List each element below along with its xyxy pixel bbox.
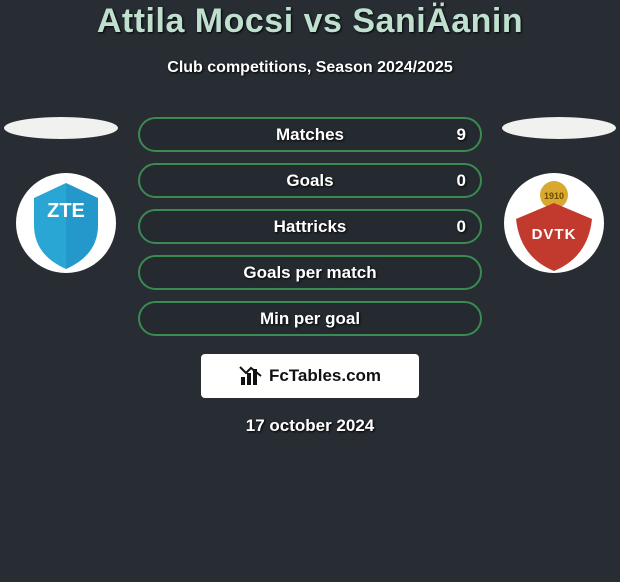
left-player-ellipse	[4, 117, 118, 139]
stat-row-matches: Matches 9	[138, 117, 482, 152]
stat-row-min-per-goal: Min per goal	[138, 301, 482, 336]
stat-label: Goals per match	[243, 263, 376, 283]
svg-text:1910: 1910	[544, 191, 564, 201]
page-title: Attila Mocsi vs SaniÄanin	[0, 2, 620, 41]
stat-value-right: 0	[457, 171, 466, 191]
zte-badge-icon: ZTE	[16, 173, 116, 273]
svg-text:ZTE: ZTE	[47, 200, 85, 222]
svg-text:DVTK: DVTK	[532, 226, 577, 243]
branding-label: FcTables.com	[269, 366, 381, 386]
stat-row-goals: Goals 0	[138, 163, 482, 198]
comparison-stage: ZTE 1910 DVTK Matches 9 Goals 0 Hattrick…	[0, 117, 620, 436]
stat-label: Min per goal	[260, 309, 360, 329]
subtitle: Club competitions, Season 2024/2025	[0, 59, 620, 77]
branding-badge[interactable]: FcTables.com	[201, 354, 419, 398]
stat-value-right: 9	[457, 125, 466, 145]
dvtk-badge-icon: 1910 DVTK	[504, 173, 604, 273]
bar-chart-icon	[239, 365, 263, 387]
right-club-badge: 1910 DVTK	[504, 173, 604, 273]
stat-label: Hattricks	[274, 217, 347, 237]
stat-value-right: 0	[457, 217, 466, 237]
stat-row-hattricks: Hattricks 0	[138, 209, 482, 244]
stat-bars: Matches 9 Goals 0 Hattricks 0 Goals per …	[138, 117, 482, 336]
date-label: 17 october 2024	[0, 416, 620, 436]
stat-label: Matches	[276, 125, 344, 145]
stat-row-goals-per-match: Goals per match	[138, 255, 482, 290]
right-player-ellipse	[502, 117, 616, 139]
left-club-badge: ZTE	[16, 173, 116, 273]
stat-label: Goals	[286, 171, 333, 191]
